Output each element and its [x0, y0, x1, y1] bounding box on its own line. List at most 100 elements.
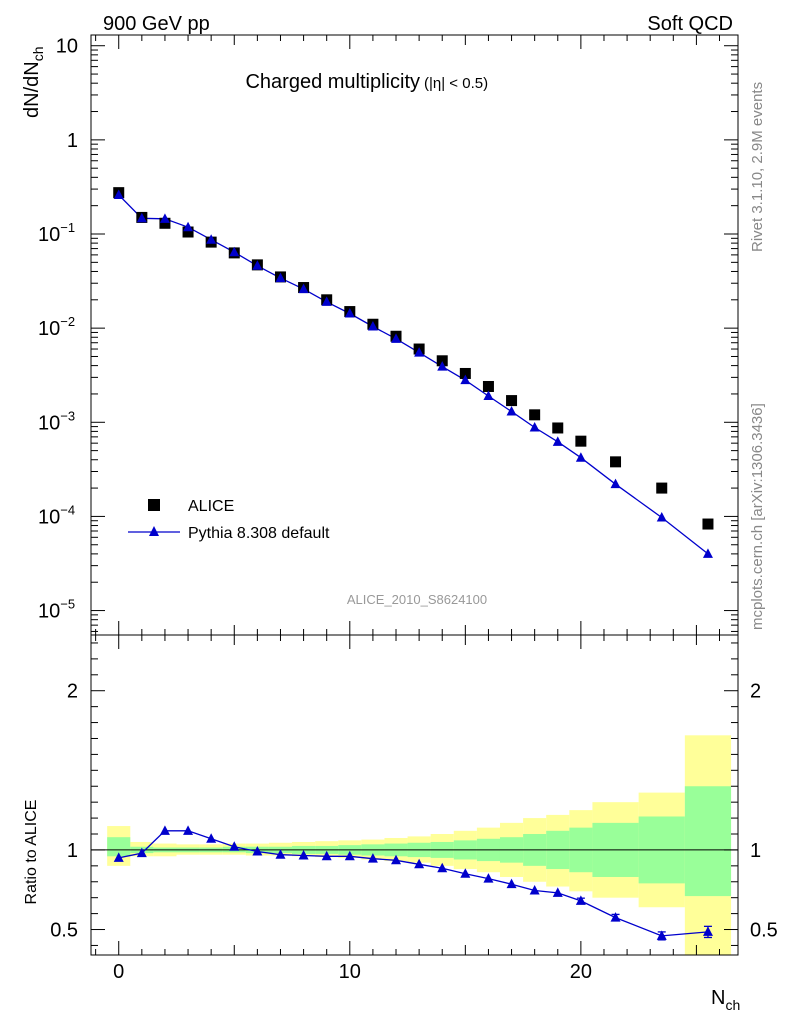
pythia-point — [460, 374, 471, 385]
pythia-point — [414, 347, 425, 357]
ratio-point — [136, 847, 147, 858]
analysis-id: ALICE_2010_S8624100 — [347, 592, 487, 607]
main-ylabel: dN/dNch — [21, 47, 46, 119]
ratio-point — [206, 833, 217, 843]
pythia-point — [483, 390, 494, 401]
main-ytick-label: 10−1 — [38, 220, 75, 246]
alice-point — [610, 456, 622, 468]
ratio-point — [367, 853, 378, 863]
ratio-ytick-label-right: 0.5 — [750, 920, 778, 942]
ratio-ytick-label: 2 — [67, 681, 78, 703]
pythia-point — [321, 296, 332, 306]
main-title: Charged multiplicity — [245, 71, 420, 93]
alice-point — [552, 422, 564, 434]
pythia-point — [575, 452, 586, 462]
ratio-point — [529, 885, 540, 895]
alice-point — [529, 409, 541, 421]
pythia-point — [136, 212, 147, 223]
legend-pythia-marker — [149, 526, 159, 536]
svg-text:dN/dNch: dN/dNch — [21, 47, 46, 119]
main-ytick-label: 10−5 — [38, 597, 75, 623]
legend-pythia-label: Pythia 8.308 default — [188, 525, 330, 542]
alice-point — [459, 367, 471, 379]
alice-point — [506, 395, 518, 407]
ratio-point — [437, 862, 448, 873]
pythia-point — [275, 272, 286, 283]
ratio-point — [344, 850, 355, 861]
pythia-point — [552, 436, 563, 446]
mcplots-label: mcplots.cern.ch [arXiv:1306.3436] — [749, 403, 766, 630]
xlabel-sub: ch — [725, 997, 740, 1013]
main-title-suffix: (|η| < 0.5) — [424, 75, 488, 92]
pythia-point — [113, 189, 124, 199]
pythia-point — [702, 548, 713, 558]
alice-point — [575, 435, 587, 447]
band-green — [684, 786, 732, 897]
pythia-point — [159, 213, 170, 223]
alice-point — [482, 380, 494, 392]
xtick-label: 0 — [113, 961, 124, 983]
ratio-point — [113, 852, 124, 862]
xtick-label: 20 — [570, 961, 592, 983]
ratio-point — [321, 850, 332, 861]
ratio-point — [159, 825, 170, 835]
ratio-ytick-label-right: 1 — [750, 840, 761, 862]
ratio-point — [506, 878, 517, 889]
main-ytick-label: 10−4 — [38, 502, 75, 528]
ratio-ytick-label: 0.5 — [50, 920, 78, 942]
legend: ALICE Pythia 8.308 default — [128, 498, 330, 542]
pythia-point — [229, 246, 240, 257]
ratio-point — [298, 849, 309, 860]
main-ylabel-sub: ch — [30, 47, 46, 62]
pythia-point — [367, 321, 378, 331]
ratio-ylabel: Ratio to ALICE — [23, 800, 40, 905]
ratio-line — [118, 830, 709, 937]
legend-alice-marker — [148, 499, 160, 511]
ratio-point — [414, 858, 425, 869]
pythia-point — [206, 234, 217, 244]
main-ytick-label: 1 — [67, 130, 78, 152]
energy-label: 900 GeV pp — [103, 13, 210, 35]
pythia-point — [252, 260, 263, 270]
alice-point — [702, 518, 714, 530]
ratio-point — [656, 930, 667, 940]
ratio-frame — [90, 634, 739, 956]
pythia-point — [529, 422, 540, 432]
pythia-point — [506, 406, 517, 416]
ratio-point — [483, 873, 494, 883]
ratio-point — [183, 825, 194, 835]
ratio-point — [552, 887, 563, 897]
alice-point — [159, 217, 171, 229]
main-ylabel-text: dN/dN — [21, 61, 43, 118]
ratio-panel: 0.5 0.51 12 20 10 20 Ratio to ALICE Nch — [23, 634, 778, 1013]
pythia-point — [437, 361, 448, 371]
ratio-point — [391, 854, 402, 865]
alice-point — [182, 226, 194, 238]
alice-point — [436, 355, 448, 367]
pythia-point — [344, 308, 355, 318]
category-label: Soft QCD — [647, 13, 733, 35]
main-ytick-label: 10 — [56, 36, 78, 58]
pythia-point — [391, 333, 402, 343]
xtick-label: 10 — [339, 961, 361, 983]
ratio-point — [229, 841, 240, 851]
ratio-ytick-label: 1 — [67, 840, 78, 862]
ratio-point — [460, 868, 471, 878]
main-ytick-label: 10−2 — [38, 314, 75, 340]
pythia-point — [183, 221, 194, 232]
main-frame — [90, 34, 739, 636]
ratio-point — [575, 895, 586, 905]
ratio-point — [702, 926, 713, 936]
ratio-point — [275, 849, 286, 859]
alice-point — [656, 482, 668, 494]
ratio-point — [252, 846, 263, 856]
legend-alice-label: ALICE — [188, 498, 234, 515]
ratio-point — [610, 912, 621, 922]
main-ytick-label: 10−3 — [38, 408, 75, 434]
pythia-point — [298, 283, 309, 294]
xlabel: Nch — [711, 987, 740, 1013]
xlabel-text: N — [711, 987, 725, 1009]
pythia-point — [610, 478, 621, 489]
ratio-ytick-label-right: 2 — [750, 681, 761, 703]
